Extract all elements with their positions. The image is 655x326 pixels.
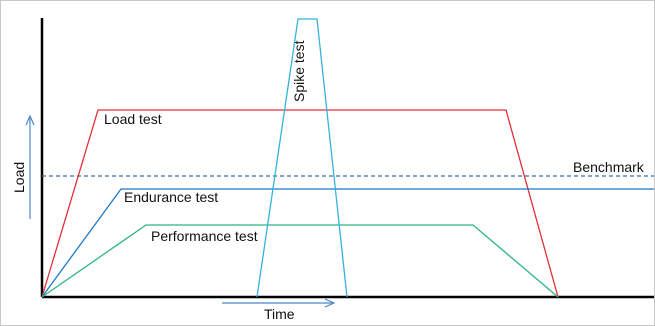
benchmark-label: Benchmark	[573, 159, 645, 175]
performance-test-label: Performance test	[151, 228, 258, 244]
x-arrow-head	[324, 298, 336, 308]
endurance-test-line	[41, 188, 654, 298]
load-test-line	[41, 109, 559, 298]
spike-test-line	[256, 18, 348, 298]
y-arrow-head	[25, 114, 35, 126]
y-axis-label: Load	[11, 162, 27, 193]
endurance-test-label: Endurance test	[124, 189, 218, 205]
performance-test-line	[41, 224, 559, 298]
spike-test-label: Spike test	[291, 40, 307, 102]
load-test-label: Load test	[104, 111, 162, 127]
x-axis-label: Time	[264, 306, 295, 322]
